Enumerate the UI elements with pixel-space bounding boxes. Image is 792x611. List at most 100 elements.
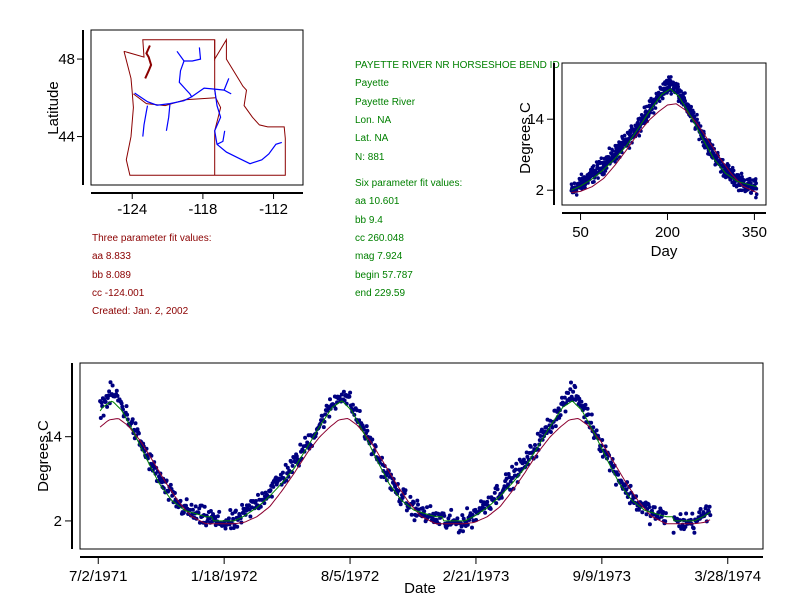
timeseries-point	[428, 504, 433, 509]
river-line	[216, 130, 226, 145]
timeseries-point	[289, 459, 294, 464]
seasonal-x-tick-label: 350	[742, 224, 767, 241]
timeseries-point	[677, 518, 682, 523]
map-x-tick-label: -124	[117, 201, 147, 218]
seasonal-point	[602, 172, 606, 176]
seasonal-point	[592, 180, 596, 184]
timeseries-point	[470, 525, 474, 530]
timeseries-point	[495, 487, 500, 492]
seasonal-point	[730, 165, 735, 170]
seasonal-point	[727, 163, 731, 168]
seasonal-point	[731, 168, 736, 173]
timeseries-point	[231, 526, 236, 530]
timeseries-point	[492, 490, 497, 495]
timeseries-point	[408, 494, 413, 499]
timeseries-point	[170, 493, 175, 498]
seasonal-point	[669, 92, 673, 96]
timeseries-point	[110, 383, 115, 388]
timeseries-point	[591, 425, 596, 430]
timeseries-x-tick-label: 2/21/1973	[443, 568, 510, 585]
timeseries-three-fit-curve	[99, 417, 711, 525]
timeseries-point	[470, 512, 475, 517]
timeseries-point	[233, 508, 238, 513]
timeseries-point	[325, 408, 330, 413]
timeseries-point	[247, 503, 251, 508]
seasonal-y-tick-label: 2	[536, 182, 544, 199]
map-y-tick-label: 44	[58, 129, 75, 146]
timeseries-point	[533, 443, 537, 447]
seasonal-point	[683, 99, 687, 103]
three-fit-cc: cc -124.001	[92, 288, 145, 299]
timeseries-point	[147, 467, 152, 472]
timeseries-point	[422, 509, 427, 514]
six-fit-end: end 229.59	[355, 288, 405, 299]
timeseries-point	[465, 506, 470, 511]
timeseries-point	[350, 402, 355, 407]
timeseries-point	[342, 398, 347, 403]
timeseries-point	[98, 416, 103, 420]
river-line	[142, 105, 149, 137]
timeseries-ylabel: Degrees C	[35, 420, 52, 492]
seasonal-point	[651, 111, 656, 115]
timeseries-point	[538, 434, 543, 438]
seasonal-point	[611, 149, 615, 153]
timeseries-point	[460, 513, 465, 518]
timeseries-point	[684, 511, 689, 516]
timeseries-point	[411, 500, 416, 505]
station-lat: Lat. NA	[355, 133, 389, 144]
timeseries-point	[671, 530, 676, 535]
timeseries-point	[589, 412, 594, 417]
timeseries-y-tick-label: 2	[54, 513, 62, 530]
timeseries-point	[184, 497, 189, 502]
map-panel: -124 -118 -112 44 48 Latitude	[45, 29, 304, 218]
seasonal-point	[599, 156, 604, 160]
seasonal-point	[636, 120, 640, 124]
seasonal-point	[754, 181, 758, 186]
timeseries-point	[678, 512, 683, 517]
seasonal-point	[591, 164, 596, 168]
timeseries-point	[644, 512, 649, 517]
timeseries-x-tick-label: 7/2/1971	[69, 568, 127, 585]
timeseries-point	[333, 406, 338, 411]
timeseries-point	[193, 504, 198, 509]
timeseries-point	[404, 508, 409, 513]
timeseries-point	[189, 502, 194, 507]
timeseries-point	[698, 507, 703, 511]
timeseries-point	[647, 522, 652, 527]
seasonal-point	[661, 96, 665, 101]
timeseries-point	[403, 488, 408, 493]
timeseries-point	[190, 507, 195, 512]
timeseries-point	[228, 508, 233, 512]
three-fit-info: Three parameter fit values: aa 8.833 bb …	[92, 233, 212, 317]
timeseries-point	[449, 507, 454, 512]
three-fit-aa: aa 8.833	[92, 251, 131, 262]
seasonal-frame	[561, 62, 767, 206]
timeseries-point	[328, 397, 332, 402]
timeseries-point	[506, 472, 511, 476]
timeseries-point	[510, 464, 515, 469]
timeseries-point	[562, 395, 567, 400]
timeseries-point	[347, 394, 352, 399]
seasonal-point	[742, 178, 747, 182]
timeseries-point	[135, 427, 140, 432]
timeseries-point	[130, 417, 135, 422]
timeseries-point	[508, 487, 513, 492]
timeseries-point	[396, 488, 401, 493]
timeseries-point	[704, 504, 709, 509]
timeseries-point	[166, 497, 171, 502]
seasonal-point	[613, 160, 617, 164]
timeseries-point	[285, 465, 290, 470]
seasonal-point	[596, 176, 600, 180]
seasonal-point	[574, 193, 579, 197]
timeseries-point	[628, 483, 633, 488]
timeseries-content	[98, 380, 713, 535]
timeseries-point	[579, 399, 584, 404]
timeseries-point	[226, 516, 231, 521]
timeseries-point	[691, 526, 696, 531]
six-fit-begin: begin 57.787	[355, 270, 413, 281]
seasonal-point	[740, 188, 744, 193]
timeseries-point	[108, 380, 113, 385]
timeseries-point	[482, 506, 487, 511]
timeseries-point	[184, 503, 188, 508]
